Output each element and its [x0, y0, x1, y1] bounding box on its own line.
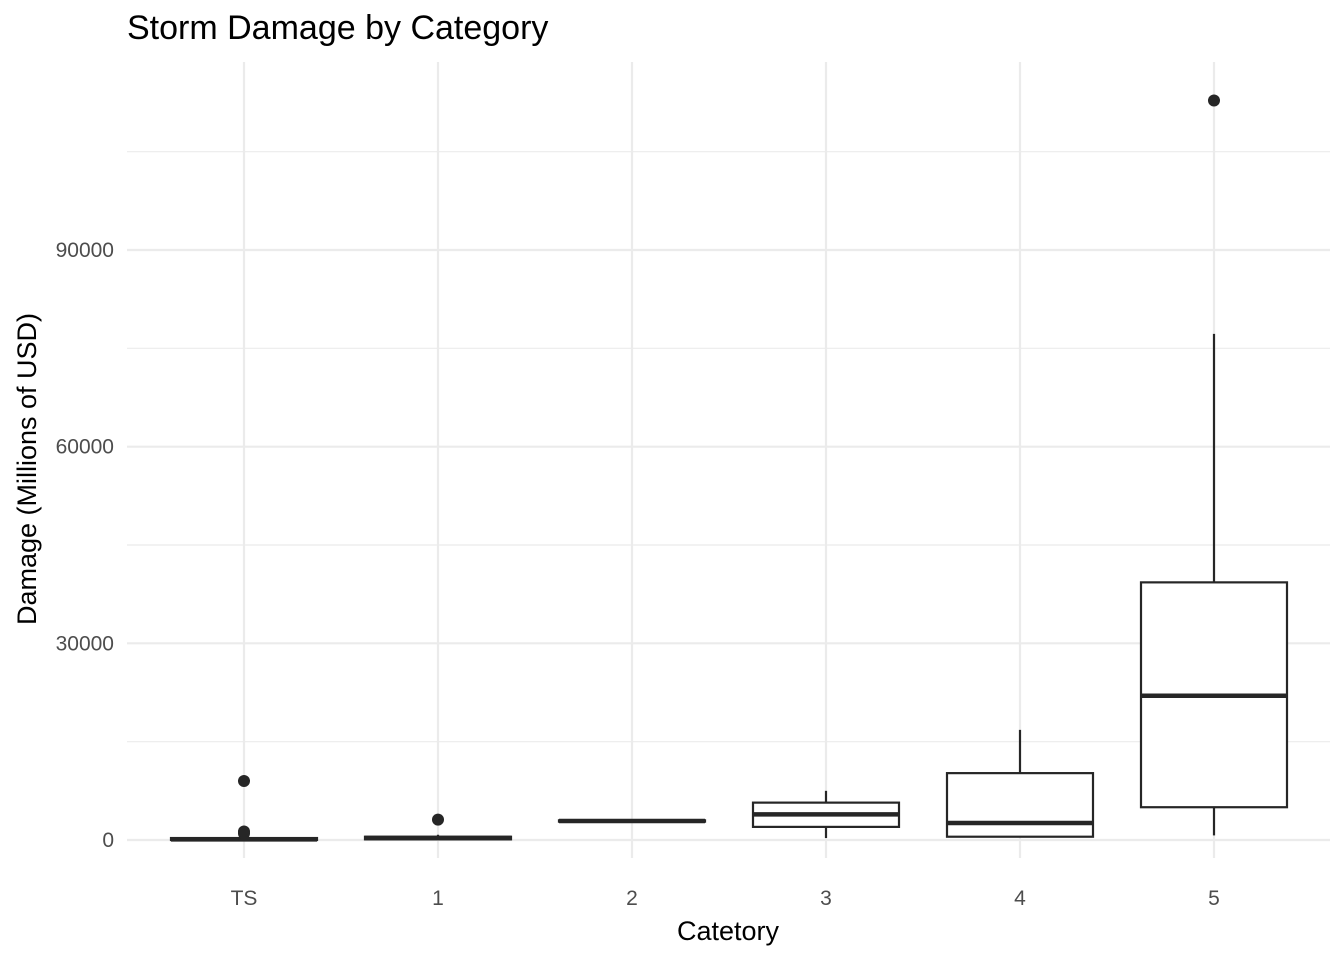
label-layer: 0 30000 60000 90000 TS 1 2 3 4 5 — [56, 239, 1220, 910]
box-iqr — [945, 772, 1095, 838]
y-tick-label: 60000 — [56, 436, 114, 459]
y-axis-label: Damage (Millions of USD) — [12, 313, 42, 625]
box-1 — [363, 813, 513, 841]
outlier-point — [238, 825, 250, 838]
y-tick-label: 0 — [102, 829, 114, 852]
x-tick-label: 2 — [626, 887, 638, 910]
x-tick-label: 5 — [1208, 887, 1220, 910]
x-tick-label: 4 — [1014, 887, 1026, 910]
box-layer — [169, 94, 1289, 842]
chart-title: Storm Damage by Category — [127, 9, 548, 47]
outlier-point — [432, 813, 444, 826]
y-tick-label: 90000 — [56, 239, 114, 262]
x-axis-label: Catetory — [677, 916, 780, 946]
y-tick-label: 30000 — [56, 632, 114, 655]
outlier-point — [238, 775, 250, 787]
outlier-point — [1208, 94, 1220, 107]
box-TS — [169, 775, 319, 842]
x-tick-label: 3 — [820, 887, 832, 910]
box-3 — [751, 790, 901, 839]
x-tick-label: 1 — [432, 887, 444, 910]
box-5 — [1139, 94, 1289, 836]
box-4 — [945, 729, 1095, 838]
x-tick-label: TS — [231, 887, 258, 910]
box-2 — [557, 818, 707, 824]
